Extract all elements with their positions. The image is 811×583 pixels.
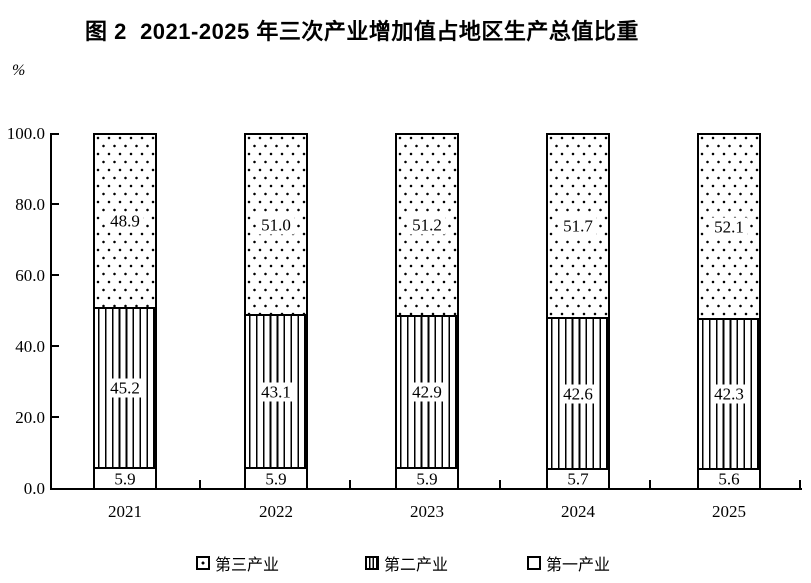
bar-value-label: 42.9 bbox=[409, 382, 445, 402]
y-axis-tick-label: 80.0 bbox=[15, 195, 45, 214]
y-axis-tick bbox=[52, 203, 59, 205]
secondary-industry-segment: 42.6 bbox=[546, 317, 610, 468]
secondary-industry-segment: 43.1 bbox=[244, 314, 308, 467]
y-axis-tick bbox=[52, 345, 59, 347]
bar-2024: 51.7 42.6 5.7 bbox=[546, 133, 610, 489]
secondary-industry-segment: 42.9 bbox=[395, 315, 459, 467]
x-axis-category-label: 2022 bbox=[259, 502, 293, 521]
x-axis-tick bbox=[799, 480, 801, 488]
bar-value-label: 52.1 bbox=[711, 217, 747, 236]
x-axis-category-label: 2021 bbox=[108, 502, 142, 521]
y-axis-unit-label: % bbox=[12, 62, 26, 79]
x-axis-line bbox=[50, 488, 802, 490]
x-axis-tick bbox=[649, 480, 651, 488]
bar-value-label: 5.9 bbox=[114, 469, 136, 488]
bar-value-label: 5.6 bbox=[718, 469, 740, 489]
legend-label: 第二产业 bbox=[384, 557, 449, 574]
y-axis-tick bbox=[52, 133, 59, 135]
primary-industry-segment: 5.9 bbox=[244, 467, 308, 488]
x-axis-category-label: 2023 bbox=[410, 502, 444, 521]
x-axis-tick bbox=[349, 480, 351, 488]
x-axis-tick bbox=[499, 480, 501, 488]
bar-value-label: 5.7 bbox=[567, 469, 589, 489]
bar-value-label: 42.6 bbox=[560, 384, 596, 403]
secondary-industry-segment: 42.3 bbox=[697, 318, 761, 468]
legend-label: 第三产业 bbox=[215, 557, 280, 574]
bar-2023: 51.2 42.9 5.9 bbox=[395, 133, 459, 488]
x-axis-tick bbox=[199, 480, 201, 488]
tertiary-industry-segment: 51.7 bbox=[546, 133, 610, 317]
bar-value-label: 42.3 bbox=[711, 384, 747, 404]
bar-value-label: 51.2 bbox=[409, 215, 445, 235]
primary-industry-segment: 5.9 bbox=[395, 467, 459, 488]
bar-value-label: 45.2 bbox=[107, 378, 143, 398]
y-axis-tick-label: 20.0 bbox=[15, 408, 45, 427]
legend-label: 第一产业 bbox=[546, 557, 611, 574]
legend-item-primary-industry: 第一产业 bbox=[527, 551, 610, 575]
y-axis-tick-label: 60.0 bbox=[15, 266, 45, 285]
legend-item-secondary-industry: 第二产业 bbox=[365, 551, 448, 575]
y-axis-tick-label: 0.0 bbox=[23, 479, 45, 498]
primary-industry-segment: 5.6 bbox=[697, 468, 761, 489]
chart-title: 图 2 2021-2025 年三次产业增加值占地区生产总值比重 bbox=[85, 19, 639, 44]
bar-value-label: 48.9 bbox=[107, 211, 143, 231]
tertiary-industry-segment: 51.2 bbox=[395, 133, 459, 315]
bar-value-label: 5.9 bbox=[265, 469, 287, 488]
bar-value-label: 5.9 bbox=[416, 469, 438, 488]
legend-swatch-stripes bbox=[365, 556, 379, 570]
y-axis-line bbox=[50, 133, 52, 490]
bar-2021: 48.9 45.2 5.9 bbox=[93, 133, 157, 488]
bar-value-label: 51.0 bbox=[258, 215, 294, 234]
legend-item-tertiary-industry: 第三产业 bbox=[196, 551, 279, 575]
bar-2025: 52.1 42.3 5.6 bbox=[697, 133, 761, 489]
bar-value-label: 51.7 bbox=[560, 216, 596, 236]
bar-2022: 51.0 43.1 5.9 bbox=[244, 133, 308, 488]
x-axis-category-label: 2024 bbox=[561, 502, 595, 521]
tertiary-industry-segment: 48.9 bbox=[93, 133, 157, 307]
primary-industry-segment: 5.9 bbox=[93, 467, 157, 488]
primary-industry-segment: 5.7 bbox=[546, 468, 610, 489]
y-axis-tick bbox=[52, 274, 59, 276]
y-axis-tick bbox=[52, 416, 59, 418]
bar-value-label: 43.1 bbox=[258, 382, 294, 401]
legend-swatch-plain bbox=[527, 556, 541, 570]
tertiary-industry-segment: 52.1 bbox=[697, 133, 761, 318]
x-axis-category-label: 2025 bbox=[712, 502, 746, 521]
secondary-industry-segment: 45.2 bbox=[93, 307, 157, 467]
tertiary-industry-segment: 51.0 bbox=[244, 133, 308, 314]
legend-swatch-dots bbox=[196, 556, 210, 570]
y-axis-tick-label: 100.0 bbox=[6, 124, 45, 143]
y-axis-tick-label: 40.0 bbox=[15, 337, 45, 356]
